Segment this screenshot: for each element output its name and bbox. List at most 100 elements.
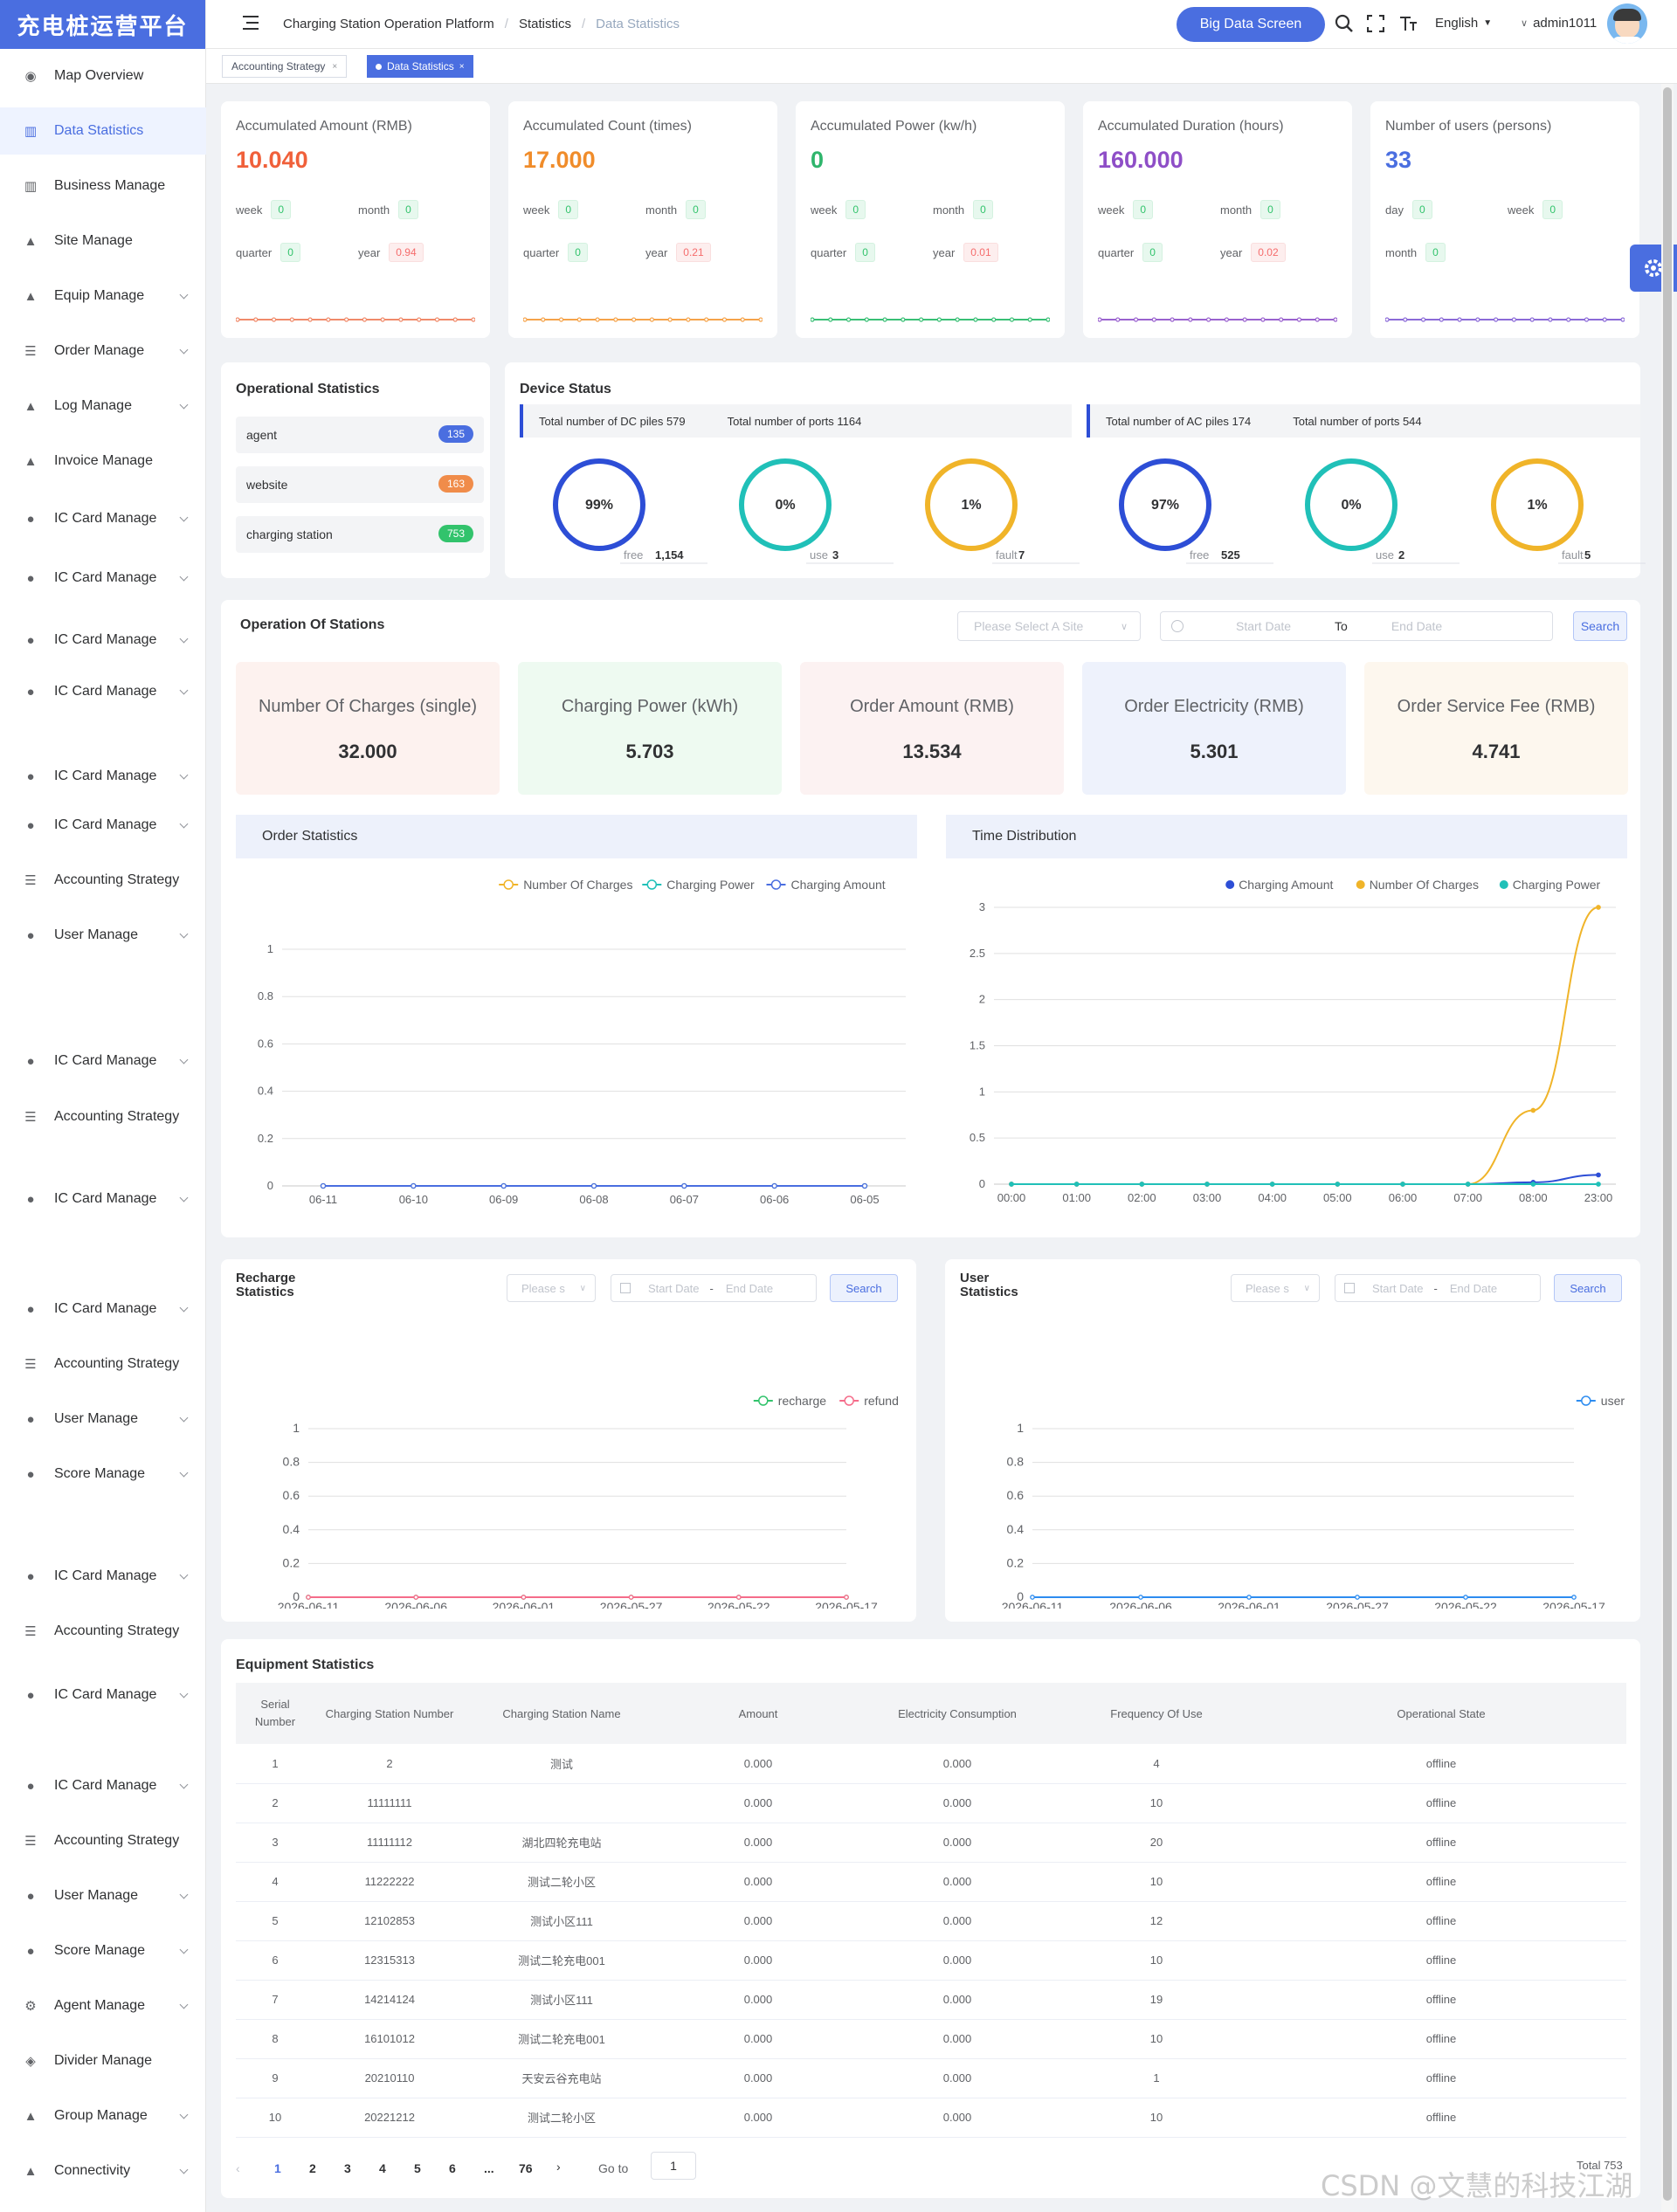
column-header[interactable]: Operational State	[1256, 1683, 1626, 1744]
sidebar-item-user-manage[interactable]: ● User Manage	[0, 1872, 206, 1919]
page-number[interactable]: 3	[344, 2161, 351, 2175]
column-header[interactable]: Amount	[659, 1683, 858, 1744]
sidebar-item-invoice-manage[interactable]: ▲ Invoice Manage	[0, 438, 206, 485]
search-button[interactable]: Search	[1554, 1274, 1622, 1302]
sidebar-item-divider-manage[interactable]: ◈ Divider Manage	[0, 2037, 206, 2085]
column-header[interactable]: Frequency Of Use	[1057, 1683, 1256, 1744]
site-select[interactable]: Please s ∨	[1231, 1274, 1320, 1302]
sidebar-item-connectivity[interactable]: ▲ Connectivity	[0, 2147, 206, 2195]
page-number[interactable]: 76	[519, 2161, 533, 2175]
font-size-icon[interactable]	[1398, 15, 1418, 32]
table-row[interactable]: 10 20221212 测试二轮小区 0.000 0.000 10 offline	[236, 2098, 1626, 2138]
table-row[interactable]: 9 20210110 天安云谷充电站 0.000 0.000 1 offline	[236, 2058, 1626, 2098]
data-point[interactable]	[1073, 1182, 1080, 1187]
data-point[interactable]	[735, 1595, 742, 1600]
table-row[interactable]: 7 14214124 测试小区111 0.000 0.000 19 offline	[236, 1980, 1626, 2020]
sidebar-item-ic-card-manage[interactable]: ● IC Card Manage	[0, 1671, 206, 1719]
hamburger-icon[interactable]	[243, 16, 259, 30]
data-point[interactable]	[681, 1182, 687, 1189]
sidebar-item-ic-card-manage[interactable]: ● IC Card Manage	[0, 495, 206, 542]
sidebar-item-business-manage[interactable]: ▥ Business Manage	[0, 162, 206, 210]
scrollbar-thumb[interactable]	[1663, 87, 1672, 2201]
search-button[interactable]: Search	[1573, 611, 1627, 641]
sidebar-item-log-manage[interactable]: ▲ Log Manage	[0, 382, 206, 430]
sidebar-item-ic-card-manage[interactable]: ● IC Card Manage	[0, 753, 206, 800]
user-menu[interactable]: ∨ admin1011	[1521, 16, 1597, 31]
page-number[interactable]: 4	[379, 2161, 386, 2175]
data-point[interactable]	[1246, 1595, 1252, 1600]
legend-item[interactable]: Number Of Charges	[1356, 878, 1479, 892]
ops-item-agent[interactable]: agent 135	[236, 417, 484, 453]
page-number[interactable]: 6	[449, 2161, 456, 2175]
data-point[interactable]	[1355, 1595, 1360, 1600]
data-point[interactable]	[411, 1182, 417, 1189]
site-select[interactable]: Please s ∨	[507, 1274, 596, 1302]
data-point[interactable]	[1530, 1182, 1536, 1187]
sidebar-item-ic-card-manage[interactable]: ● IC Card Manage	[0, 1285, 206, 1333]
legend-item[interactable]: Charging Power	[1499, 878, 1601, 892]
legend-item[interactable]: refund	[839, 1394, 899, 1408]
column-header[interactable]: Serial Number	[236, 1683, 314, 1744]
data-point[interactable]	[500, 1182, 507, 1189]
data-point[interactable]	[1596, 905, 1601, 910]
tab-accounting-strategy[interactable]: Accounting Strategy ×	[222, 55, 348, 78]
table-row[interactable]: 2 11111111 0.000 0.000 10 offline	[236, 1783, 1626, 1823]
table-row[interactable]: 4 11222222 测试二轮小区 0.000 0.000 10 offline	[236, 1862, 1626, 1902]
site-select[interactable]: Please Select A Site ∨	[957, 611, 1141, 641]
big-data-screen-button[interactable]: Big Data Screen	[1177, 7, 1325, 42]
next-page-icon[interactable]: ›	[556, 2160, 561, 2174]
data-point[interactable]	[1596, 1182, 1601, 1187]
ops-item-website[interactable]: website 163	[236, 466, 484, 503]
sidebar-item-user-manage[interactable]: ● User Manage	[0, 912, 206, 959]
sidebar-item-accounting-strategy[interactable]: ☰ Accounting Strategy	[0, 1817, 206, 1864]
data-point[interactable]	[1596, 1172, 1601, 1178]
column-header[interactable]: Electricity Consumption	[858, 1683, 1057, 1744]
date-range-picker[interactable]: Start Date - End Date	[1335, 1274, 1541, 1302]
table-row[interactable]: 3 11111112 湖北四轮充电站 0.000 0.000 20 offline	[236, 1823, 1626, 1863]
breadcrumb-item[interactable]: Statistics	[518, 17, 571, 31]
column-header[interactable]: Charging Station Name	[465, 1683, 659, 1744]
page-number[interactable]: 5	[414, 2161, 421, 2175]
sidebar-item-user-manage[interactable]: ● User Manage	[0, 1395, 206, 1443]
data-point[interactable]	[628, 1595, 634, 1600]
close-icon[interactable]: ×	[332, 61, 338, 72]
data-point[interactable]	[521, 1595, 527, 1600]
sidebar-item-agent-manage[interactable]: ⚙ Agent Manage	[0, 1982, 206, 2029]
fullscreen-icon[interactable]	[1367, 15, 1384, 32]
data-point[interactable]	[861, 1182, 868, 1189]
page-number[interactable]: ...	[484, 2161, 494, 2175]
ops-item-charging-station[interactable]: charging station 753	[236, 516, 484, 553]
legend-item[interactable]: Number Of Charges	[499, 878, 632, 892]
sidebar-item-ic-card-manage[interactable]: ● IC Card Manage	[0, 668, 206, 715]
data-point[interactable]	[1400, 1182, 1405, 1187]
data-point[interactable]	[1138, 1595, 1143, 1600]
data-point[interactable]	[1009, 1182, 1014, 1187]
avatar[interactable]	[1607, 3, 1647, 44]
legend-item[interactable]: user	[1576, 1394, 1625, 1408]
data-point[interactable]	[306, 1595, 311, 1600]
sidebar-item-ic-card-manage[interactable]: ● IC Card Manage	[0, 1175, 206, 1223]
app-logo[interactable]: 充电桩运营平台	[0, 0, 205, 49]
data-point[interactable]	[1335, 1182, 1341, 1187]
sidebar-item-accounting-strategy[interactable]: ☰ Accounting Strategy	[0, 1093, 206, 1140]
sidebar-item-accounting-strategy[interactable]: ☰ Accounting Strategy	[0, 1340, 206, 1388]
data-point[interactable]	[771, 1182, 777, 1189]
sidebar-item-accounting-strategy[interactable]: ☰ Accounting Strategy	[0, 857, 206, 904]
sidebar-item-ic-card-manage[interactable]: ● IC Card Manage	[0, 555, 206, 602]
data-point[interactable]	[1269, 1182, 1275, 1187]
sidebar-item-order-manage[interactable]: ☰ Order Manage	[0, 327, 206, 375]
sidebar-item-map-overview[interactable]: ◉ Map Overview	[0, 52, 206, 100]
tab-data-statistics[interactable]: Data Statistics ×	[367, 55, 473, 78]
sidebar-item-ic-card-manage[interactable]: ● IC Card Manage	[0, 617, 206, 664]
goto-input[interactable]: 1	[651, 2152, 696, 2180]
sidebar-item-group-manage[interactable]: ▲ Group Manage	[0, 2092, 206, 2140]
sidebar-item-equip-manage[interactable]: ▲ Equip Manage	[0, 272, 206, 320]
data-point[interactable]	[1463, 1595, 1468, 1600]
data-point[interactable]	[844, 1595, 849, 1600]
sidebar-item-ic-card-manage[interactable]: ● IC Card Manage	[0, 1553, 206, 1600]
date-range-picker[interactable]: Start Date - End Date	[611, 1274, 817, 1302]
prev-page-icon[interactable]: ‹	[236, 2161, 240, 2175]
sidebar-item-accounting-strategy[interactable]: ☰ Accounting Strategy	[0, 1608, 206, 1655]
language-select[interactable]: English ▼	[1435, 16, 1492, 31]
data-point[interactable]	[413, 1595, 419, 1600]
